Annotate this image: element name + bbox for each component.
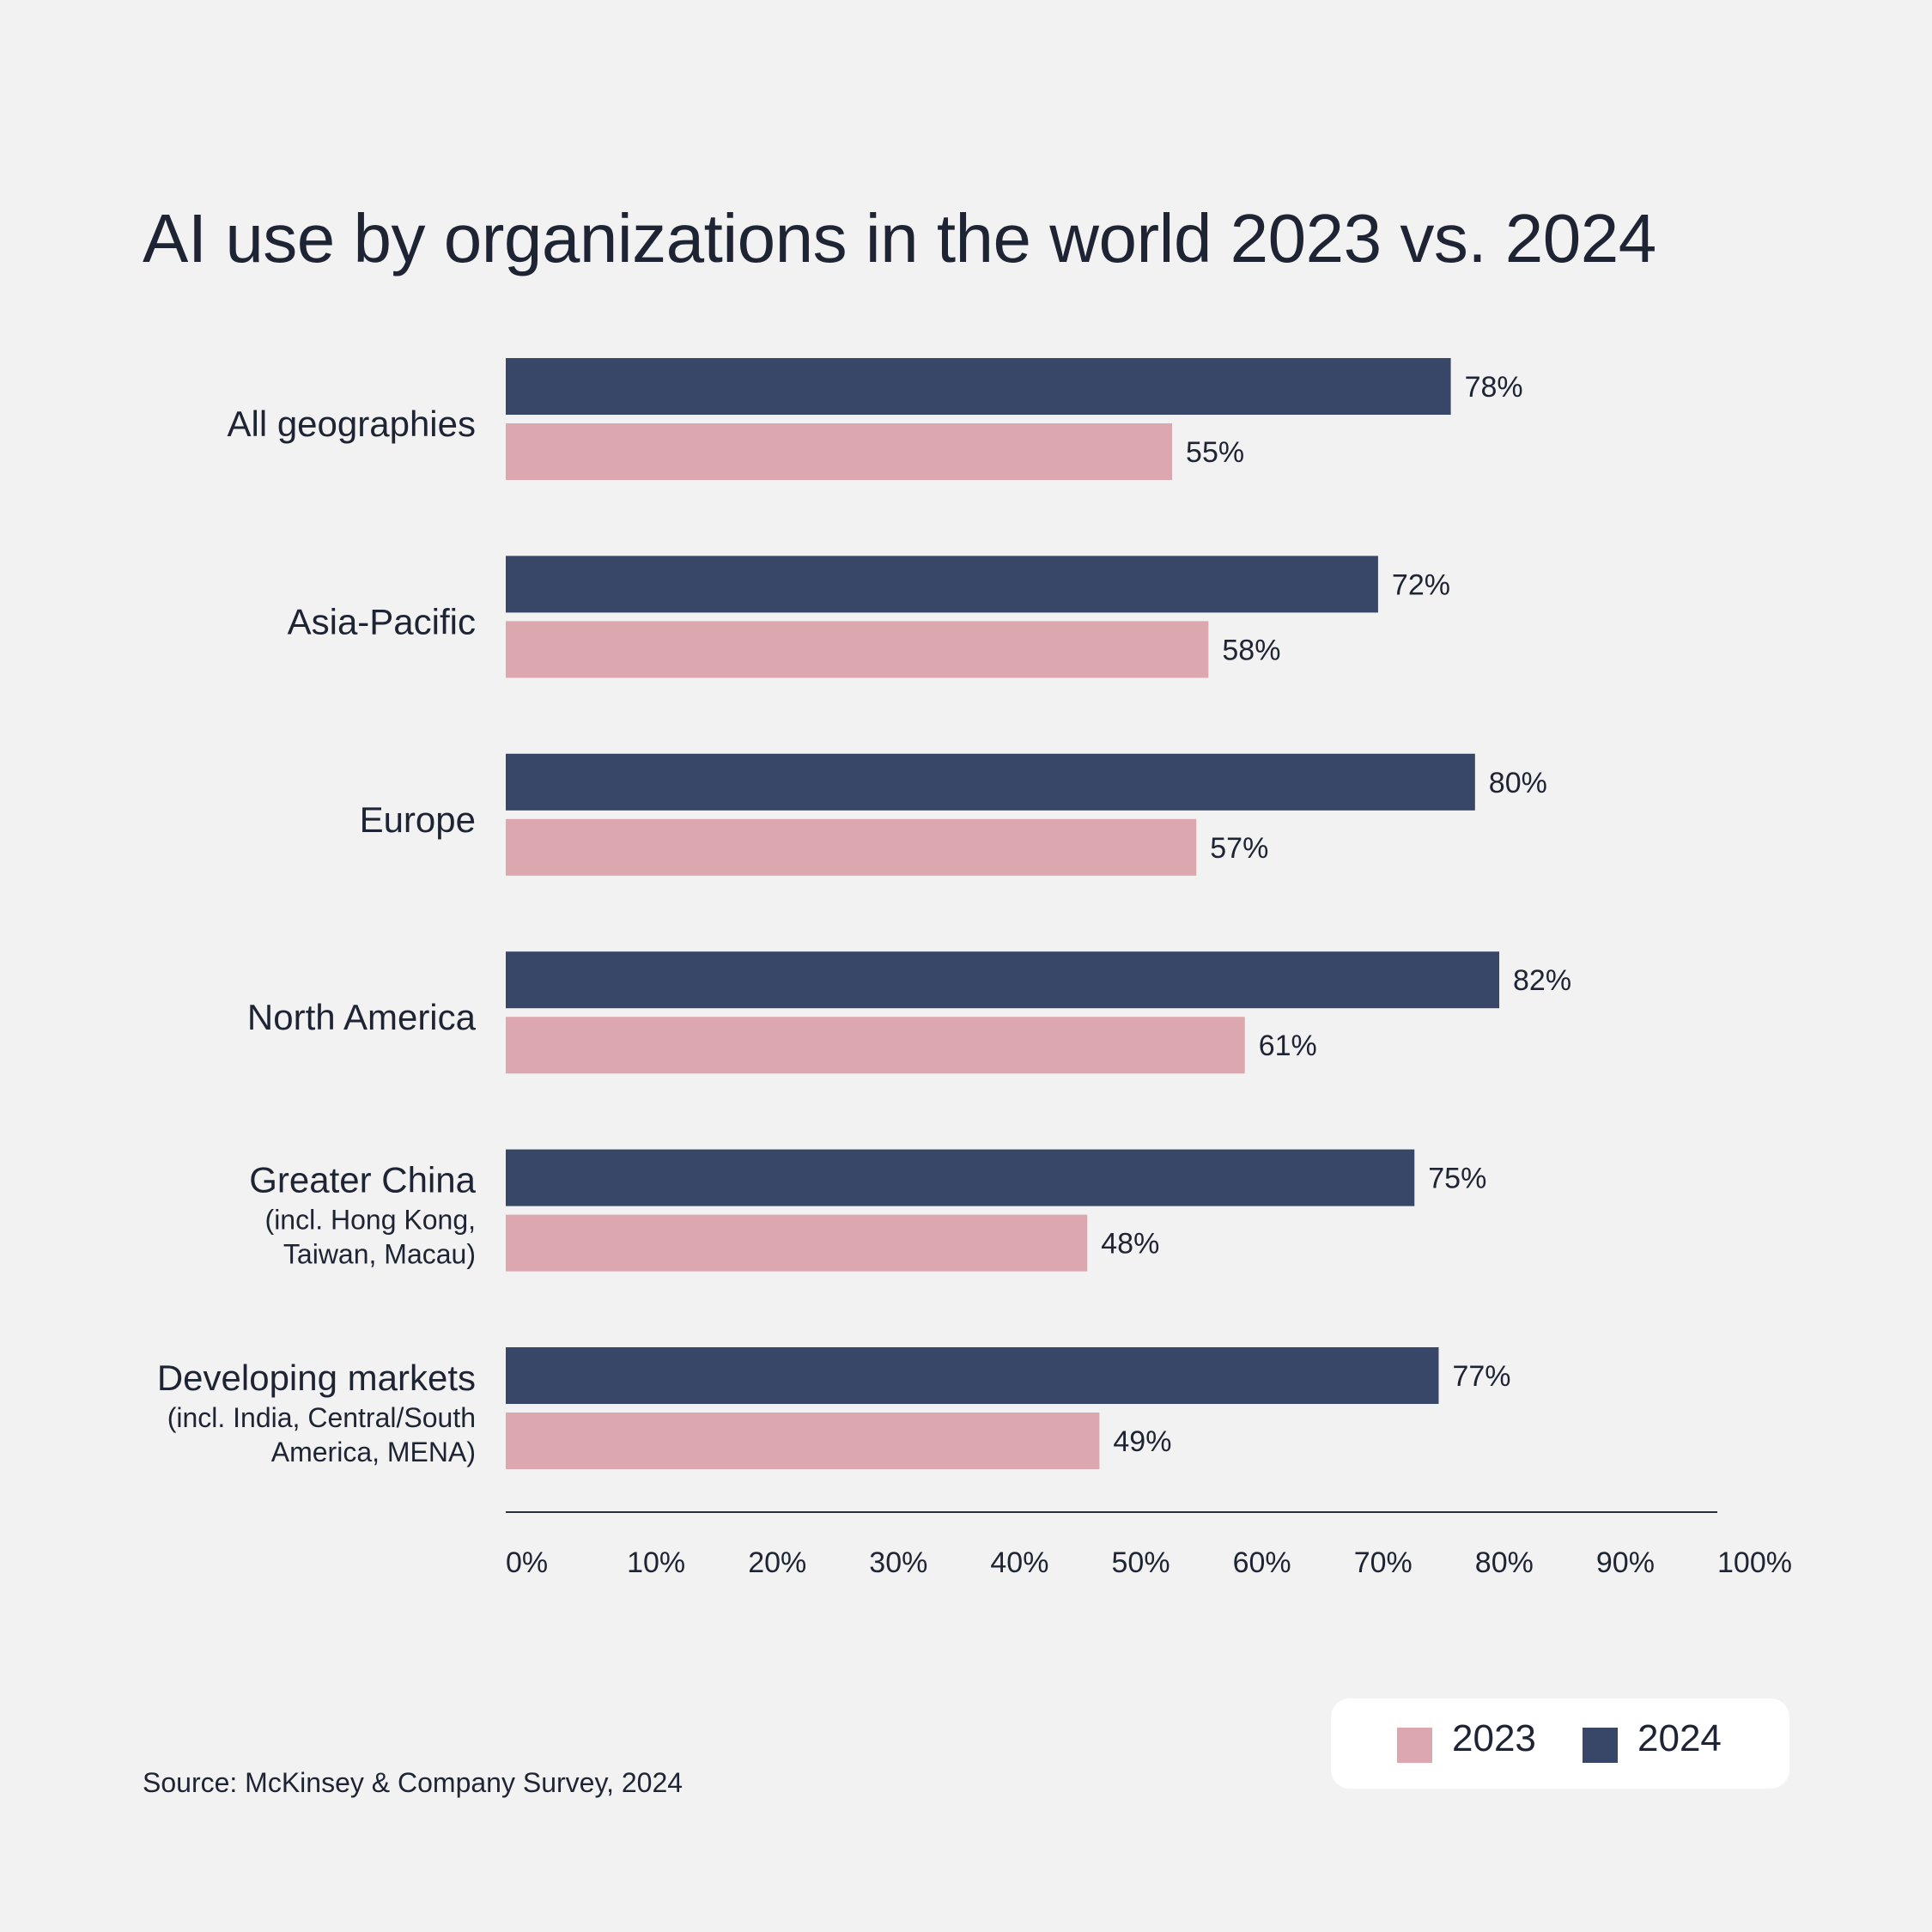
x-tick-label: 10% — [627, 1546, 685, 1579]
x-tick-label: 40% — [990, 1546, 1048, 1579]
data-label-2024: 77% — [1452, 1360, 1510, 1393]
x-tick-label: 50% — [1112, 1546, 1170, 1579]
source-note: Source: McKinsey & Company Survey, 2024 — [143, 1767, 683, 1798]
bar-2024 — [506, 556, 1378, 613]
category-label: All geographies — [227, 404, 476, 444]
legend-label-2024: 2024 — [1637, 1717, 1722, 1759]
data-label-2023: 55% — [1186, 436, 1244, 469]
bar-2023 — [506, 1214, 1088, 1272]
bar-2023 — [506, 1413, 1100, 1469]
bar-2024 — [506, 753, 1475, 811]
x-tick-label: 20% — [748, 1546, 806, 1579]
x-tick-label: 70% — [1354, 1546, 1413, 1579]
category-sublabel: (incl. India, Central/South — [167, 1402, 476, 1433]
data-label-2023: 57% — [1210, 832, 1268, 865]
x-tick-label: 90% — [1596, 1546, 1655, 1579]
category-label: Greater China — [249, 1160, 476, 1200]
category-sublabel: America, MENA) — [271, 1437, 476, 1467]
x-tick-label: 60% — [1233, 1546, 1291, 1579]
x-tick-label: 80% — [1475, 1546, 1534, 1579]
data-label-2024: 78% — [1465, 371, 1523, 404]
category-sublabel: (incl. Hong Kong, — [265, 1205, 476, 1236]
legend-label-2023: 2023 — [1452, 1717, 1536, 1759]
legend: 2023 2024 — [1331, 1698, 1789, 1789]
category-label: Developing markets — [157, 1358, 476, 1398]
bar-2024 — [506, 1149, 1415, 1206]
data-label-2023: 58% — [1222, 634, 1280, 666]
data-label-2023: 49% — [1113, 1425, 1171, 1458]
legend-swatch-2024 — [1583, 1728, 1618, 1763]
data-label-2023: 61% — [1259, 1030, 1317, 1062]
x-tick-label: 30% — [869, 1546, 927, 1579]
chart-title: AI use by organizations in the world 202… — [143, 200, 1656, 276]
data-label-2023: 48% — [1101, 1228, 1159, 1261]
bar-2023 — [506, 1017, 1245, 1074]
data-label-2024: 80% — [1489, 767, 1547, 799]
bar-2023 — [506, 621, 1209, 678]
bar-2024 — [506, 1347, 1439, 1404]
data-label-2024: 72% — [1392, 568, 1450, 601]
x-tick-label: 100% — [1717, 1546, 1792, 1579]
category-label: Europe — [360, 799, 476, 840]
bar-2024 — [506, 951, 1500, 1009]
bar-2024 — [506, 358, 1451, 415]
category-sublabel: Taiwan, Macau) — [283, 1239, 476, 1270]
data-label-2024: 75% — [1428, 1163, 1486, 1195]
x-tick-label: 0% — [506, 1546, 548, 1579]
category-label: Asia-Pacific — [288, 601, 476, 641]
bar-2023 — [506, 423, 1173, 480]
data-label-2024: 82% — [1513, 964, 1571, 997]
legend-swatch-2023 — [1397, 1728, 1432, 1763]
bar-2023 — [506, 818, 1197, 876]
category-label: North America — [247, 997, 477, 1037]
